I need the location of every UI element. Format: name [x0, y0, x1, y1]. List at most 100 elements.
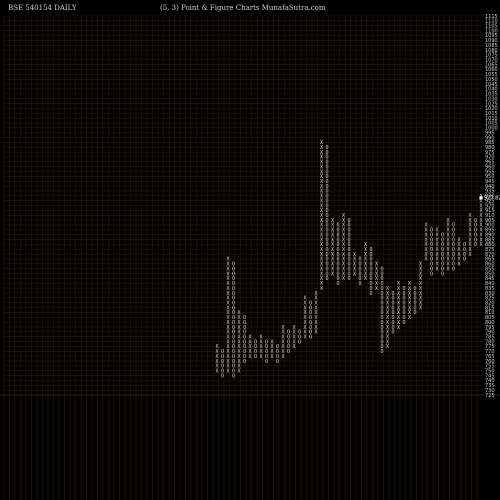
y-tick-label: 925	[485, 198, 495, 204]
y-tick-label: 865	[485, 257, 495, 263]
x-box: X	[397, 320, 400, 326]
o-box: O	[347, 257, 350, 263]
o-box: O	[325, 213, 328, 219]
y-tick-label: 990	[485, 135, 495, 141]
x-box: X	[468, 223, 471, 229]
x-box: X	[226, 364, 229, 370]
y-tick-label: 745	[485, 373, 495, 379]
x-box: X	[303, 320, 306, 326]
y-tick-label: 1070	[485, 58, 498, 64]
x-box: X	[353, 252, 356, 258]
x-box: X	[237, 349, 240, 355]
y-tick-label: 850	[485, 271, 495, 277]
o-box: O	[325, 169, 328, 175]
x-box: X	[292, 325, 295, 331]
x-box: X	[303, 305, 306, 311]
o-box: O	[358, 262, 361, 268]
o-box: O	[309, 320, 312, 326]
o-box: O	[380, 315, 383, 321]
x-box: X	[331, 257, 334, 263]
o-box: O	[325, 203, 328, 209]
o-box: O	[347, 242, 350, 248]
o-box: O	[325, 228, 328, 234]
y-axis-labels: 1115111011051100109510901085108010751070…	[485, 14, 498, 399]
o-box: O	[336, 242, 339, 248]
y-tick-label: 880	[485, 242, 495, 248]
o-box: O	[243, 330, 246, 336]
x-box: X	[424, 232, 427, 238]
x-box: X	[320, 140, 323, 146]
o-box: O	[369, 291, 372, 297]
x-box: X	[237, 359, 240, 365]
y-tick-label: 805	[485, 315, 495, 321]
o-box: O	[391, 291, 394, 297]
y-tick-label: 1035	[485, 92, 498, 98]
o-box: O	[441, 271, 444, 277]
x-box: X	[281, 349, 284, 355]
y-tick-label: 1045	[485, 82, 498, 88]
o-box: O	[232, 330, 235, 336]
o-box: O	[232, 276, 235, 282]
x-box: X	[419, 300, 422, 306]
x-box: X	[303, 315, 306, 321]
y-tick-label: 890	[485, 232, 495, 238]
x-box: X	[292, 344, 295, 350]
x-box: X	[457, 257, 460, 263]
o-box: O	[221, 369, 224, 375]
x-box: X	[468, 232, 471, 238]
o-box: O	[325, 271, 328, 277]
o-box: O	[441, 252, 444, 258]
y-tick-label: 760	[485, 359, 495, 365]
o-box: O	[413, 296, 416, 302]
x-box: X	[397, 305, 400, 311]
y-tick-label: 1095	[485, 33, 498, 39]
x-box: X	[342, 242, 345, 248]
o-box: O	[347, 218, 350, 224]
x-box: X	[435, 237, 438, 243]
x-box: X	[331, 218, 334, 224]
x-box: X	[320, 189, 323, 195]
x-box: X	[215, 359, 218, 365]
x-box: X	[226, 266, 229, 272]
x-box: X	[314, 296, 317, 302]
o-box: O	[347, 237, 350, 243]
x-box: X	[320, 179, 323, 185]
o-box: O	[325, 208, 328, 214]
x-box: X	[331, 266, 334, 272]
y-tick-label: 1000	[485, 126, 498, 132]
x-box: X	[408, 300, 411, 306]
y-tick-label: 845	[485, 276, 495, 282]
y-tick-label: 820	[485, 300, 495, 306]
y-tick-label: 1060	[485, 67, 498, 73]
x-box: X	[237, 339, 240, 345]
y-tick-label: 875	[485, 247, 495, 253]
x-box: X	[479, 198, 482, 204]
x-box: X	[468, 252, 471, 258]
x-box: X	[303, 296, 306, 302]
y-tick-label: 1010	[485, 116, 498, 122]
y-tick-label: 950	[485, 174, 495, 180]
o-box: O	[347, 232, 350, 238]
x-box: X	[386, 320, 389, 326]
o-box: O	[402, 320, 405, 326]
x-box: X	[446, 237, 449, 243]
x-box: X	[320, 266, 323, 272]
o-box: O	[380, 305, 383, 311]
o-box: O	[380, 334, 383, 340]
o-box: O	[452, 237, 455, 243]
o-box: O	[402, 296, 405, 302]
o-box: O	[402, 291, 405, 297]
y-tick-label: 735	[485, 383, 495, 389]
o-box: O	[391, 315, 394, 321]
y-tick-label: 775	[485, 344, 495, 350]
o-box: O	[413, 286, 416, 292]
y-tick-label: 960	[485, 164, 495, 170]
x-box: X	[419, 296, 422, 302]
x-box: X	[468, 237, 471, 243]
x-box: X	[375, 266, 378, 272]
o-box: O	[441, 232, 444, 238]
o-box: O	[336, 237, 339, 243]
x-box: X	[320, 262, 323, 268]
y-tick-label: 835	[485, 286, 495, 292]
o-box: O	[232, 315, 235, 321]
